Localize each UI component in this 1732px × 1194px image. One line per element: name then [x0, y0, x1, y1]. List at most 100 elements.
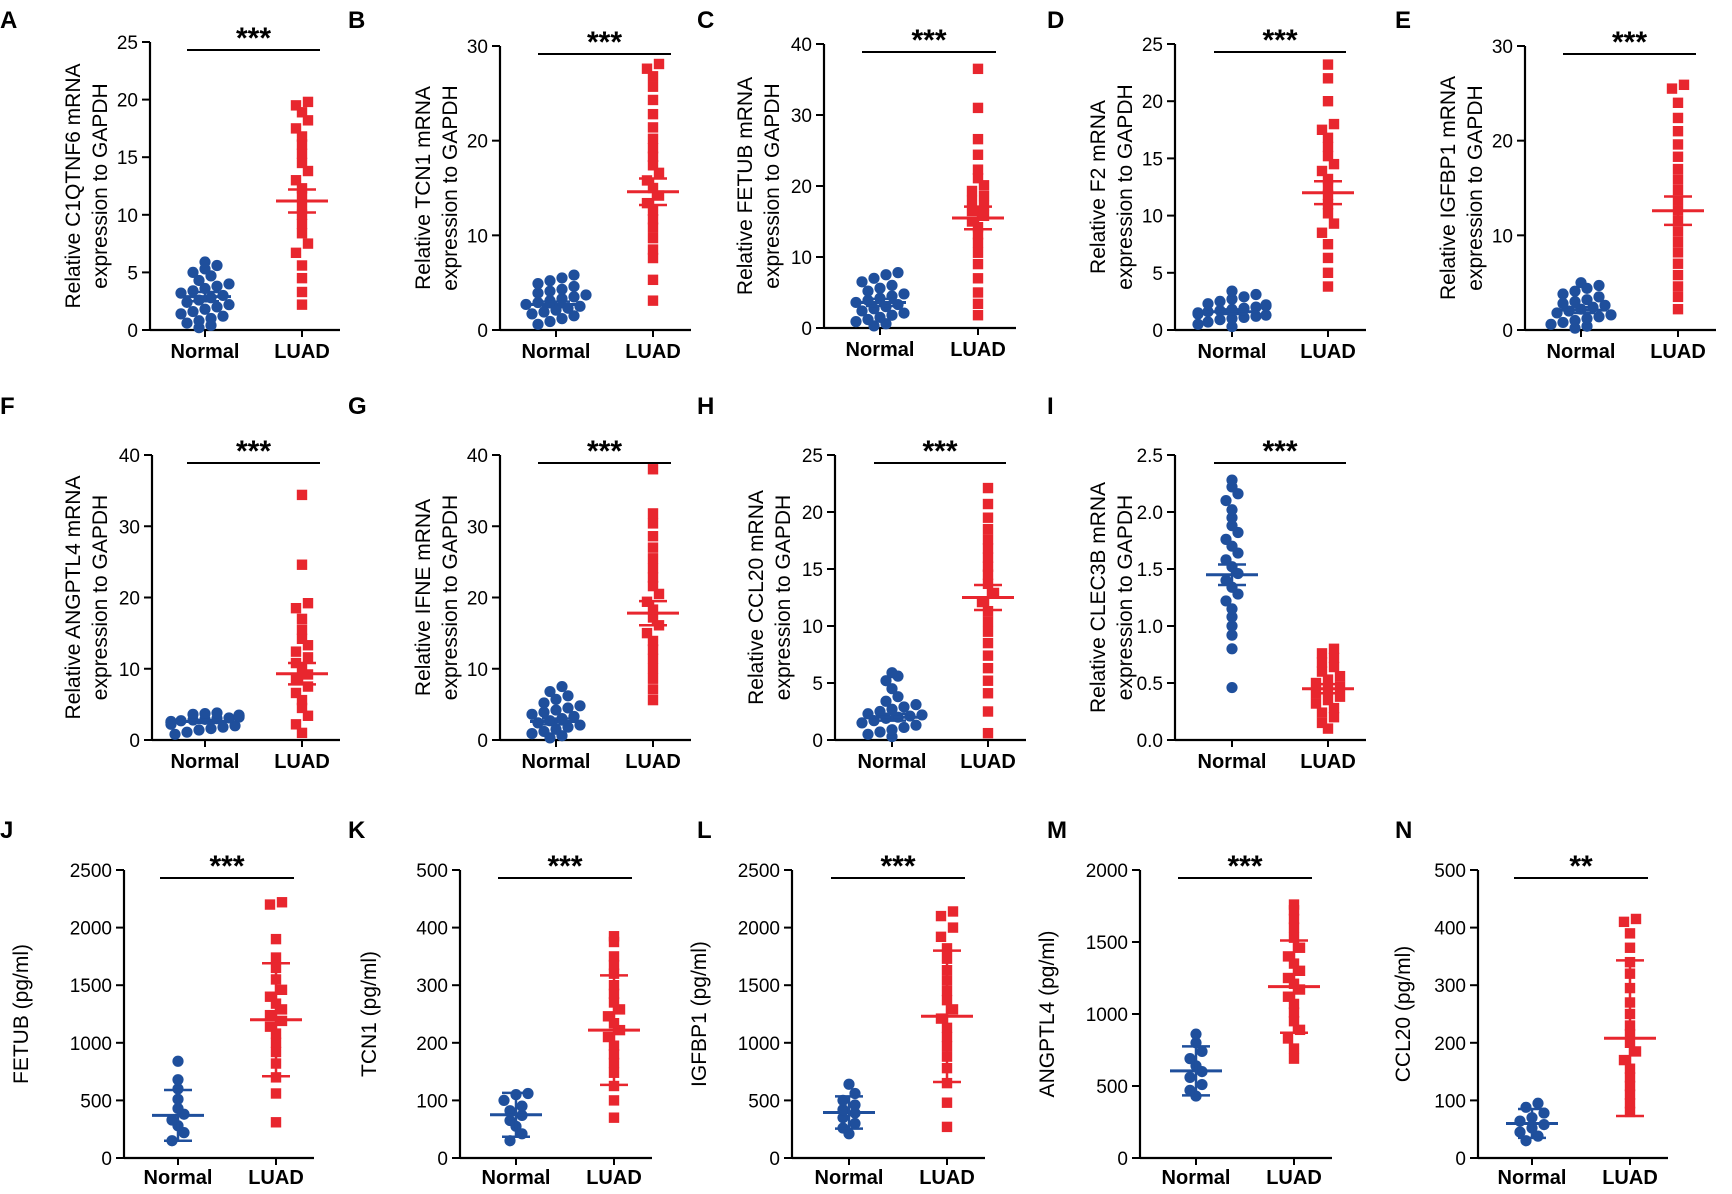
data-point [1322, 281, 1334, 292]
data-point [982, 482, 994, 494]
y-axis-label-line: Relative C1QTNF6 mRNA [62, 63, 85, 308]
data-point [1569, 285, 1581, 297]
data-point [966, 185, 978, 197]
data-point [1672, 112, 1684, 124]
y-axis-label-line: FETUB (pg/ml) [10, 944, 33, 1084]
data-point [647, 214, 659, 225]
data-point [556, 680, 568, 693]
data-point [1557, 297, 1569, 310]
y-tick-label: 10 [117, 206, 138, 227]
data-point [874, 726, 886, 738]
data-point [1226, 611, 1238, 623]
data-point [1666, 83, 1678, 94]
data-point [264, 899, 276, 910]
data-point [544, 685, 556, 698]
data-point [1260, 299, 1272, 311]
data-point [641, 175, 653, 186]
data-point [302, 165, 314, 177]
data-point [647, 518, 659, 529]
data-point [193, 315, 205, 327]
data-point [1322, 674, 1334, 685]
data-point [1328, 158, 1340, 170]
data-point [1520, 1101, 1532, 1113]
panel-label: D [1047, 7, 1064, 34]
data-point [1316, 124, 1328, 135]
y-tick-label: 1.0 [1137, 617, 1163, 638]
y-tick-label: 10 [802, 617, 823, 638]
data-point [947, 922, 959, 933]
y-tick-label: 40 [791, 35, 812, 56]
data-point [982, 727, 994, 739]
series-normal [165, 707, 245, 740]
y-axis-label-line: Relative CLEC3B mRNA [1087, 482, 1110, 713]
data-point [270, 933, 282, 945]
data-point [296, 702, 308, 714]
data-point [556, 283, 568, 295]
data-point [1294, 1024, 1306, 1036]
data-point [608, 968, 620, 979]
data-point [647, 274, 659, 286]
y-tick-label: 1500 [70, 976, 112, 997]
panel-l: L 0 500 1000 1500 2000 2500 Normal LUAD IGFBP1 (p… [688, 817, 985, 1189]
y-axis-label: Relative CCL20 mRNA expression to GAPDH [745, 490, 795, 705]
data-point [264, 991, 276, 1002]
data-point [647, 222, 659, 233]
data-point [1322, 694, 1334, 706]
data-point [1196, 1078, 1208, 1091]
category-label-normal: Normal [1198, 751, 1267, 773]
category-label-normal: Normal [846, 339, 915, 361]
data-point [1322, 267, 1334, 278]
data-point [1672, 281, 1684, 292]
data-point [217, 721, 229, 733]
data-point [172, 1055, 184, 1067]
data-point [302, 640, 314, 651]
data-point [1184, 1053, 1196, 1065]
data-point [199, 303, 211, 315]
panel-label: A [0, 7, 17, 34]
data-point [647, 563, 659, 574]
data-point [211, 259, 223, 272]
data-point [641, 197, 653, 209]
y-tick-label: 5 [1152, 264, 1163, 285]
data-point [568, 291, 580, 303]
data-point [856, 305, 868, 317]
data-point [1322, 208, 1334, 219]
data-point [1294, 965, 1306, 976]
data-point [1226, 681, 1238, 694]
category-label-normal: Normal [1547, 341, 1616, 363]
data-point [972, 237, 984, 248]
y-axis-label: Relative CLEC3B mRNA expression to GAPDH [1087, 482, 1137, 713]
data-point [608, 959, 620, 971]
series-normal [1206, 474, 1258, 694]
data-point [1288, 899, 1300, 910]
data-point [653, 58, 665, 70]
category-label-normal: Normal [1162, 1167, 1231, 1189]
data-point [982, 706, 994, 717]
data-point [886, 309, 898, 321]
data-point [296, 209, 308, 220]
data-point [296, 148, 308, 159]
data-point [1328, 118, 1340, 130]
y-tick-label: 1500 [1086, 933, 1128, 954]
data-point [862, 728, 874, 740]
category-label-normal: Normal [522, 341, 591, 363]
significance-stars: *** [209, 850, 244, 883]
data-point [1226, 512, 1238, 524]
data-point [982, 534, 994, 545]
data-point [978, 180, 990, 191]
data-point [982, 688, 994, 699]
data-point [296, 131, 308, 142]
data-point [172, 1074, 184, 1086]
y-tick-label: 2000 [70, 919, 112, 940]
data-point [892, 267, 904, 279]
data-point [1190, 1028, 1202, 1040]
category-label-normal: Normal [1498, 1167, 1567, 1189]
data-point [935, 1013, 947, 1024]
data-point [1288, 913, 1300, 925]
category-label-luad: LUAD [625, 751, 681, 773]
significance-stars: *** [587, 435, 622, 468]
y-axis-label-line: expression to GAPDH [439, 85, 462, 290]
series-normal [175, 256, 235, 334]
y-tick-label: 500 [1434, 861, 1466, 882]
data-point [1250, 301, 1262, 313]
